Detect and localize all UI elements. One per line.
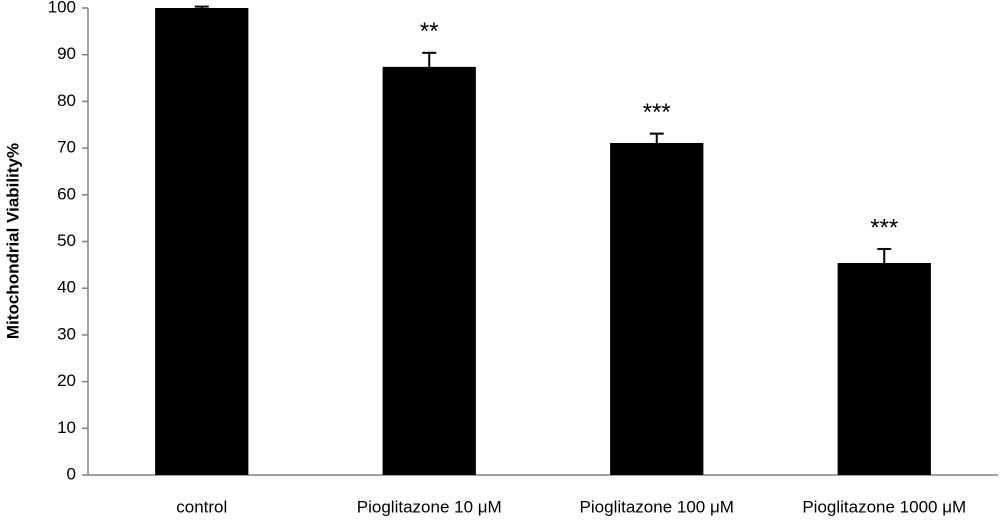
y-tick-label: 50 bbox=[57, 231, 76, 250]
bar bbox=[382, 66, 476, 475]
x-tick-label: control bbox=[176, 497, 227, 516]
y-tick-label: 20 bbox=[57, 371, 76, 390]
y-tick-label: 10 bbox=[57, 418, 76, 437]
y-tick-label: 40 bbox=[57, 278, 76, 297]
error-bar bbox=[422, 51, 437, 67]
bar bbox=[155, 8, 249, 475]
y-tick-label: 80 bbox=[57, 91, 76, 110]
bar bbox=[610, 142, 704, 475]
bar bbox=[837, 262, 931, 475]
error-bar bbox=[649, 132, 664, 143]
y-tick-label: 60 bbox=[57, 184, 76, 203]
significance-label: *** bbox=[643, 99, 671, 126]
x-tick-label: Pioglitazone 1000 μM bbox=[802, 497, 966, 516]
error-bar bbox=[877, 247, 892, 263]
error-bar bbox=[194, 5, 209, 8]
significance-label: ** bbox=[420, 18, 439, 45]
y-axis-label: Mitochondrial Viability% bbox=[3, 143, 22, 339]
y-tick-label: 90 bbox=[57, 44, 76, 63]
y-tick-label: 0 bbox=[67, 464, 76, 483]
x-tick-label: Pioglitazone 10 μM bbox=[357, 497, 502, 516]
significance-label: *** bbox=[870, 214, 898, 241]
y-tick-label: 100 bbox=[48, 0, 76, 16]
y-tick-label: 30 bbox=[57, 324, 76, 343]
x-tick-label: Pioglitazone 100 μM bbox=[580, 497, 734, 516]
y-tick-label: 70 bbox=[57, 138, 76, 157]
